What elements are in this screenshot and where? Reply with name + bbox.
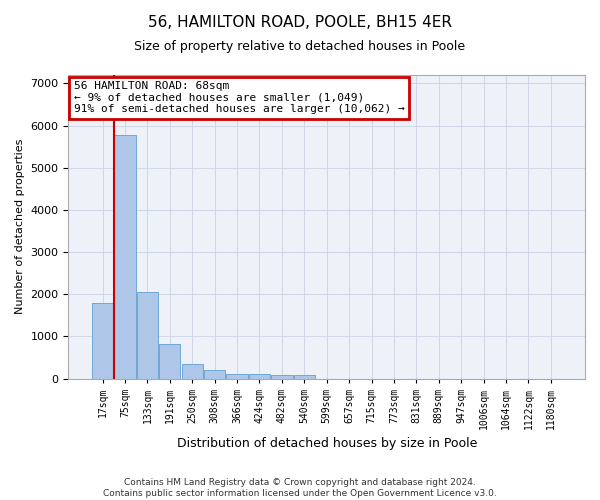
Bar — [159, 344, 181, 378]
Bar — [182, 364, 203, 378]
Text: 56 HAMILTON ROAD: 68sqm
← 9% of detached houses are smaller (1,049)
91% of semi-: 56 HAMILTON ROAD: 68sqm ← 9% of detached… — [74, 81, 404, 114]
Text: Size of property relative to detached houses in Poole: Size of property relative to detached ho… — [134, 40, 466, 53]
Bar — [204, 370, 225, 378]
Bar — [137, 292, 158, 378]
X-axis label: Distribution of detached houses by size in Poole: Distribution of detached houses by size … — [176, 437, 477, 450]
Bar — [249, 374, 270, 378]
Bar — [271, 374, 293, 378]
Text: 56, HAMILTON ROAD, POOLE, BH15 4ER: 56, HAMILTON ROAD, POOLE, BH15 4ER — [148, 15, 452, 30]
Bar — [293, 375, 315, 378]
Bar — [115, 135, 136, 378]
Text: Contains HM Land Registry data © Crown copyright and database right 2024.
Contai: Contains HM Land Registry data © Crown c… — [103, 478, 497, 498]
Bar — [226, 374, 248, 378]
Y-axis label: Number of detached properties: Number of detached properties — [15, 139, 25, 314]
Bar — [92, 304, 113, 378]
